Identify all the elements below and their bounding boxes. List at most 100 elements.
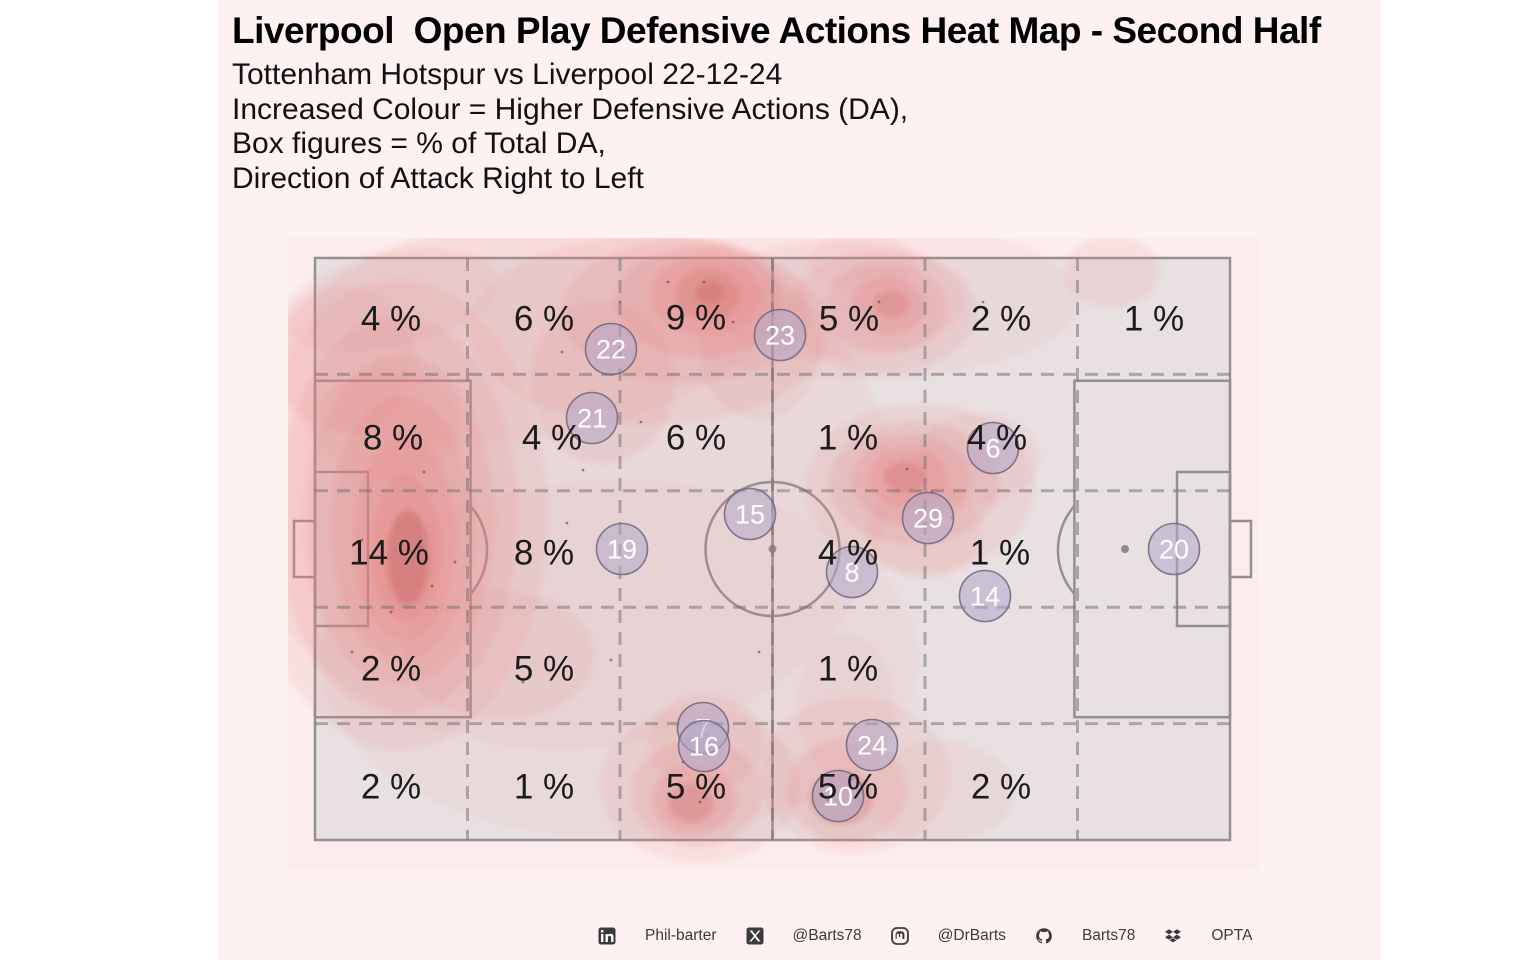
- zone-pct-label: 8 %: [363, 419, 423, 458]
- footer-x: [746, 927, 764, 945]
- subtitle-line-2: Increased Colour = Higher Defensive Acti…: [232, 92, 909, 126]
- player-number: 6: [985, 434, 1000, 464]
- player-number: 20: [1159, 535, 1189, 565]
- heat-blob: [873, 290, 909, 318]
- footer-dropbox: [1164, 927, 1182, 945]
- player-marker: 29: [901, 491, 955, 545]
- footer-mastodon: [890, 927, 909, 945]
- player-marker-circle: [565, 391, 619, 445]
- heat-blob: [387, 510, 429, 606]
- player-number: 23: [765, 321, 795, 351]
- zone-pct-label: 5 %: [514, 650, 574, 689]
- zone-pct-label: 5 %: [666, 768, 726, 807]
- player-marker-layer: 2315198142029622217162410: [565, 308, 1201, 823]
- player-marker: 8: [825, 545, 879, 599]
- zone-pct-label: 2 %: [361, 768, 421, 807]
- player-number: 16: [689, 732, 719, 762]
- heat-blob: [865, 740, 1015, 844]
- penalty-arc-right: [1056, 505, 1076, 595]
- zone-pct-label: 2 %: [361, 650, 421, 689]
- zone-pct-label: 8 %: [514, 534, 574, 573]
- player-marker: 16: [677, 719, 731, 773]
- player-number: 24: [857, 731, 887, 761]
- x-icon: [746, 927, 763, 945]
- zone-pct-label: 1 %: [818, 419, 878, 458]
- github-icon: [1036, 928, 1052, 944]
- footer-github: [1035, 927, 1053, 945]
- player-marker-circle: [677, 719, 731, 773]
- event-dot: [905, 467, 909, 471]
- zone-pct-label: 1 %: [818, 650, 878, 689]
- footer-linkedin-handle: Phil-barter: [645, 927, 717, 944]
- player-number: 22: [596, 335, 626, 365]
- zone-pct-label: 4 %: [818, 534, 878, 573]
- player-marker-circle: [1147, 522, 1201, 576]
- zone-pct-label: 6 %: [514, 300, 574, 339]
- event-dot: [430, 584, 434, 588]
- player-number: 15: [735, 500, 765, 530]
- player-marker-circle: [958, 569, 1012, 623]
- zone-pct-label: 9 %: [666, 299, 726, 338]
- footer-x-handle: @Barts78: [792, 927, 862, 944]
- event-dot: [350, 650, 354, 654]
- player-number: 21: [577, 404, 607, 434]
- event-dot: [389, 610, 393, 614]
- player-marker-circle: [595, 522, 649, 576]
- player-marker-circle: [753, 308, 807, 362]
- player-number: 14: [970, 582, 1000, 612]
- footer-linkedin: [598, 927, 616, 945]
- mastodon-icon: [890, 927, 909, 945]
- chart-title: Liverpool Open Play Defensive Actions He…: [232, 10, 1321, 51]
- player-number: 29: [913, 504, 943, 534]
- event-dot: [698, 800, 702, 804]
- zone-pct-label: 5 %: [819, 300, 879, 339]
- event-dot: [702, 280, 706, 284]
- zone-pct-label: 5 %: [818, 768, 878, 807]
- player-marker: 24: [845, 718, 899, 772]
- event-dot: [666, 280, 670, 284]
- event-dot: [422, 470, 426, 474]
- zone-pct-label: 1 %: [970, 534, 1030, 573]
- event-dot: [581, 468, 585, 472]
- dropbox-icon: [1165, 929, 1182, 943]
- player-marker: 23: [753, 308, 807, 362]
- zone-pct-label: 2 %: [971, 768, 1031, 807]
- zone-pct-label: 4 %: [967, 419, 1027, 458]
- event-dot: [981, 300, 985, 304]
- footer-github-handle: Barts78: [1081, 927, 1136, 944]
- zone-pct-label: 2 %: [971, 300, 1031, 339]
- player-number: 8: [844, 558, 859, 588]
- event-dot: [757, 650, 761, 654]
- player-marker: 10: [811, 769, 865, 823]
- player-number: 19: [607, 535, 637, 565]
- event-dot: [521, 680, 525, 684]
- player-marker: 6: [966, 421, 1020, 475]
- zone-pct-label: 4 %: [361, 300, 421, 339]
- event-dot: [453, 560, 457, 564]
- player-marker: 15: [723, 487, 777, 541]
- player-marker: 21: [565, 391, 619, 445]
- zone-pct-label: 14 %: [349, 534, 429, 573]
- event-dot: [731, 320, 735, 324]
- footer-mastodon-handle: @DrBarts: [937, 927, 1006, 944]
- event-dot: [877, 300, 881, 304]
- player-marker-circle: [845, 718, 899, 772]
- subtitle-line-4: Direction of Attack Right to Left: [232, 161, 644, 195]
- penalty-spot-right: [1121, 545, 1129, 553]
- player-marker: 20: [1147, 522, 1201, 576]
- player-marker-circle: [811, 769, 865, 823]
- goal-right: [1228, 519, 1253, 579]
- event-dot: [560, 350, 564, 354]
- event-dot: [609, 658, 613, 662]
- player-marker-circle: [825, 545, 879, 599]
- chart-subtitle: Tottenham Hotspur vs Liverpool 22-12-24 …: [232, 58, 908, 196]
- player-marker-circle: [723, 487, 777, 541]
- event-dot: [639, 420, 643, 424]
- zone-label-layer: 4 % 6 % 9 % 5 % 2 % 1 % 8 % 4 % 6 % 1 % 4 % 14 % 8 %…: [349, 299, 1184, 807]
- zone-pct-label: 6 %: [666, 419, 726, 458]
- heat-blob: [807, 238, 917, 290]
- heat-blob: [530, 300, 674, 464]
- player-number: 10: [823, 782, 853, 812]
- player-marker: 22: [584, 322, 638, 376]
